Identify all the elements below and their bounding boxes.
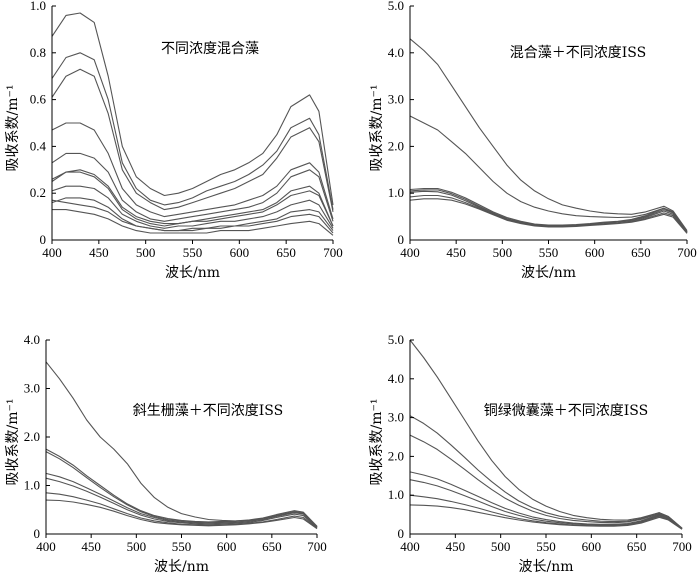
x-tick-label: 550 [172, 539, 192, 554]
panel-title: 不同浓度混合藻 [161, 41, 259, 57]
x-tick-label: 450 [81, 539, 101, 554]
series-line-4 [45, 472, 318, 528]
x-tick-label: 550 [536, 539, 556, 554]
y-tick-label: 1.0 [30, 0, 46, 13]
series-line-9 [51, 197, 334, 232]
series-line-2 [409, 115, 688, 232]
chart-panel-2: 400 450 500 550 600 650 700 0 1.0 2.0 3.0 4.0 5.0 混合藻… [369, 0, 697, 281]
x-axis-label: 波长/nm [518, 559, 573, 575]
series-line-2 [409, 415, 683, 529]
x-tick-label: 600 [217, 539, 237, 554]
y-tick-label: 3.0 [388, 92, 404, 107]
panel-title: 铜绿微囊藻＋不同浓度ISS [484, 402, 648, 419]
series-line-3 [409, 434, 683, 530]
series-line-5 [51, 152, 334, 222]
x-tick-label: 700 [677, 245, 697, 260]
x-tick-label: 500 [491, 539, 511, 554]
y-tick-label: 0.2 [30, 185, 46, 200]
y-tick-label: 1.0 [24, 478, 40, 493]
x-tick-label: 400 [400, 245, 420, 260]
y-tick-label: 2.0 [24, 429, 40, 444]
y-tick-label: 1.0 [388, 185, 404, 200]
x-tick-label: 400 [36, 539, 56, 554]
y-tick-label: 4.0 [388, 45, 404, 60]
y-tick-label: 2.0 [388, 138, 404, 153]
x-tick-label: 600 [582, 539, 602, 554]
series-line-5 [45, 477, 318, 529]
x-tick-label: 600 [230, 245, 250, 260]
x-tick-label: 450 [89, 245, 109, 260]
x-tick-label: 700 [307, 539, 327, 554]
x-axis-label: 波长/nm [521, 265, 576, 281]
x-tick-label: 650 [262, 539, 282, 554]
series-line-10 [51, 199, 334, 234]
y-tick-label: 3.0 [24, 381, 40, 396]
series-line-3 [45, 451, 318, 528]
y-tick-label: 0 [398, 232, 405, 247]
y-tick-label: 0.4 [30, 138, 47, 153]
y-tick-label: 5.0 [388, 332, 404, 347]
x-tick-label: 450 [446, 539, 466, 554]
y-tick-label: 2.0 [388, 448, 404, 463]
x-tick-label: 650 [276, 245, 296, 260]
series-line-2 [51, 52, 334, 210]
x-axis-label: 波长/nm [154, 559, 209, 575]
y-tick-label: 1.0 [388, 487, 404, 502]
y-tick-label: 5.0 [388, 0, 404, 13]
x-tick-label: 500 [136, 245, 156, 260]
y-tick-label: 3.0 [388, 410, 404, 425]
x-tick-label: 500 [127, 539, 147, 554]
chart-panel-3: 400 450 500 550 600 650 700 0 1.0 2.0 3.0 4.0 斜生栅藻＋不… [5, 332, 327, 575]
y-tick-label: 0 [398, 526, 405, 541]
y-tick-label: 0.6 [30, 92, 47, 107]
y-tick-label: 0 [34, 526, 41, 541]
series-line-1 [45, 361, 318, 528]
x-tick-label: 500 [493, 245, 513, 260]
series-line-11 [52, 209, 334, 236]
x-axis-label: 波长/nm [165, 265, 220, 281]
series-line-7 [409, 504, 683, 530]
x-tick-label: 450 [446, 245, 466, 260]
series-line-1 [409, 38, 688, 231]
y-axis-label: 吸收系数/m⁻¹ [5, 85, 21, 172]
x-tick-label: 600 [585, 245, 605, 260]
series-line-4 [409, 471, 683, 530]
x-tick-label: 650 [631, 245, 651, 260]
series-line-8 [51, 185, 334, 229]
y-axis-label: 吸收系数/m⁻¹ [369, 85, 385, 172]
x-tick-label: 400 [42, 245, 62, 260]
y-tick-label: 4.0 [388, 371, 404, 386]
x-tick-label: 700 [672, 539, 692, 554]
y-tick-label: 0.8 [30, 45, 46, 60]
panel-title: 斜生栅藻＋不同浓度ISS [133, 403, 283, 419]
y-tick-label: 4.0 [24, 332, 40, 347]
series-line-5 [409, 479, 683, 530]
series-line-7 [51, 171, 334, 227]
series-line-7 [409, 198, 688, 234]
series-line-4 [51, 122, 334, 220]
series-line-1 [51, 12, 334, 205]
y-axis-label: 吸收系数/m⁻¹ [5, 399, 21, 486]
x-tick-label: 550 [183, 245, 203, 260]
series-line-1 [409, 339, 683, 529]
x-tick-label: 700 [323, 245, 343, 260]
chart-panel-1: 400 450 500 550 600 650 700 0 0.2 0.4 0.6 0.8 1.0 不同浓… [5, 0, 343, 281]
panel-title: 混合藻＋不同浓度ISS [510, 45, 646, 61]
x-tick-label: 650 [627, 539, 647, 554]
series-line-7 [45, 499, 318, 530]
y-axis-label: 吸收系数/m⁻¹ [369, 399, 385, 486]
x-tick-label: 400 [400, 539, 420, 554]
series-line-3 [51, 68, 334, 213]
chart-panel-4: 400 450 500 550 600 650 700 0 1.0 2.0 3.0 4.0 5.0 铜绿微… [369, 332, 692, 575]
series-line-6 [409, 494, 683, 530]
x-tick-label: 550 [539, 245, 559, 260]
y-tick-label: 0 [40, 232, 47, 247]
